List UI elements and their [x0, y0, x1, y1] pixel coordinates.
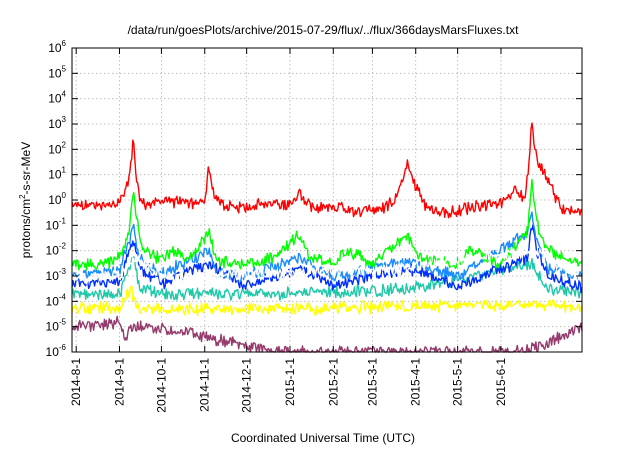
series-line [71, 246, 583, 285]
y-tick-label: 103 [48, 115, 66, 131]
x-tick-label: 2014-9-1 [113, 358, 127, 406]
grid [72, 47, 582, 353]
y-tick-label: 10-1 [46, 216, 67, 232]
ticks: 10-6 10-5 10-4 10-3 10-2 10-1 100 101 102 103 104 1… [46, 39, 582, 413]
x-tick-label: 2015-1-1 [283, 358, 297, 406]
x-axis-label: Coordinated Universal Time (UTC) [231, 431, 415, 445]
series-line [71, 256, 583, 301]
y-tick-label: 10-3 [46, 267, 67, 283]
series-line [71, 178, 583, 271]
y-tick-label: 106 [48, 39, 66, 55]
x-tick-label: 2015-6-1 [494, 358, 508, 406]
y-tick-label: 104 [48, 90, 66, 106]
x-tick-label: 2014-11-1 [198, 358, 212, 412]
series-line [71, 122, 583, 219]
x-tick-label: 2015-3-1 [365, 358, 379, 406]
y-tick-label: 10-4 [46, 292, 67, 308]
x-tick-label: 2015-4-1 [409, 358, 423, 406]
y-tick-label: 102 [48, 140, 66, 156]
chart-title: /data/run/goesPlots/archive/2015-07-29/f… [128, 23, 520, 37]
y-tick-label: 100 [48, 191, 66, 207]
series-line [71, 285, 583, 317]
x-tick-label: 2014-12-1 [240, 358, 254, 413]
x-tick-label: 2014-8-1 [69, 358, 83, 406]
series-layer [71, 122, 583, 353]
y-tick-label: 105 [48, 64, 66, 80]
y-tick-label: 101 [48, 166, 66, 182]
x-tick-label: 2014-10-1 [154, 358, 168, 413]
y-tick-label: 10-6 [46, 343, 67, 359]
y-tick-label: 10-5 [46, 318, 67, 334]
series-line [71, 315, 583, 353]
y-tick-label: 10-2 [46, 242, 67, 258]
x-tick-label: 2015-5-1 [451, 358, 465, 406]
y-axis-label: protons/cm2-s-sr-MeV [18, 142, 33, 258]
x-tick-label: 2015-2-1 [326, 358, 340, 406]
